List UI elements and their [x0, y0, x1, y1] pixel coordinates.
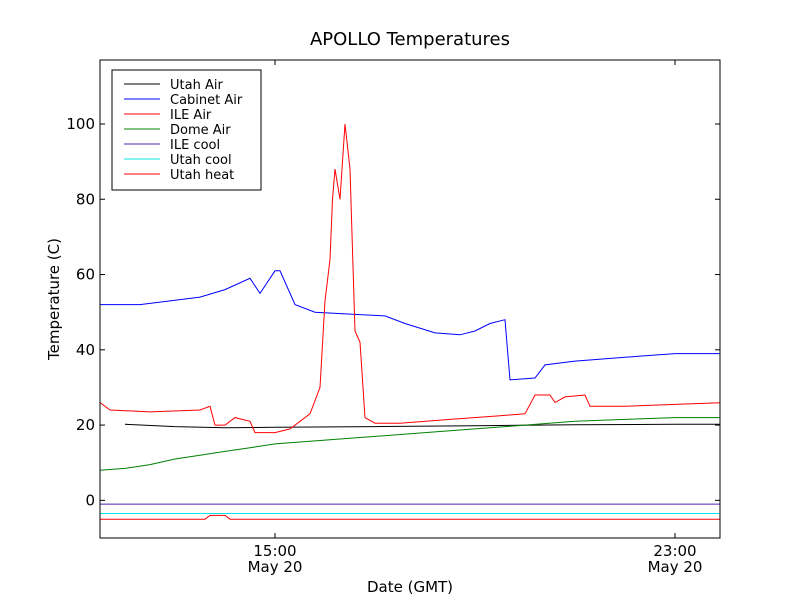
- x-tick-label-date: May 20: [248, 558, 303, 576]
- legend-label-ile-cool: ILE cool: [170, 138, 220, 153]
- y-axis-label: Temperature (C): [45, 238, 63, 361]
- y-tick-label: 40: [76, 341, 95, 359]
- legend-box: [111, 69, 262, 191]
- chart-title: APOLLO Temperatures: [310, 29, 510, 50]
- series-line-cabinet-air: [100, 270, 720, 381]
- legend-label-utah-heat: Utah heat: [170, 168, 234, 183]
- y-tick-label: 100: [66, 115, 95, 133]
- series-line-utah-air: [124, 423, 720, 429]
- legend-label-cabinet-air: Cabinet Air: [170, 93, 243, 108]
- series-line-ile-air: [100, 123, 720, 434]
- legend-label-utah-cool: Utah cool: [170, 153, 232, 168]
- y-tick-label: 60: [76, 266, 95, 284]
- y-tick-label: 80: [76, 190, 95, 208]
- series-line-utah-heat: [100, 514, 720, 520]
- y-tick-label: 0: [85, 491, 95, 509]
- x-axis-label: Date (GMT): [367, 578, 453, 596]
- plot-area-frame: [99, 59, 721, 539]
- y-tick-label: 20: [76, 416, 95, 434]
- x-tick-label-time: 23:00: [653, 542, 696, 560]
- legend-label-dome-air: Dome Air: [170, 123, 231, 138]
- x-tick-label-date: May 20: [648, 558, 703, 576]
- series-line-dome-air: [100, 417, 720, 471]
- x-tick-label-time: 15:00: [253, 542, 296, 560]
- legend-label-ile-air: ILE Air: [170, 108, 212, 123]
- legend-label-utah-air: Utah Air: [170, 78, 223, 93]
